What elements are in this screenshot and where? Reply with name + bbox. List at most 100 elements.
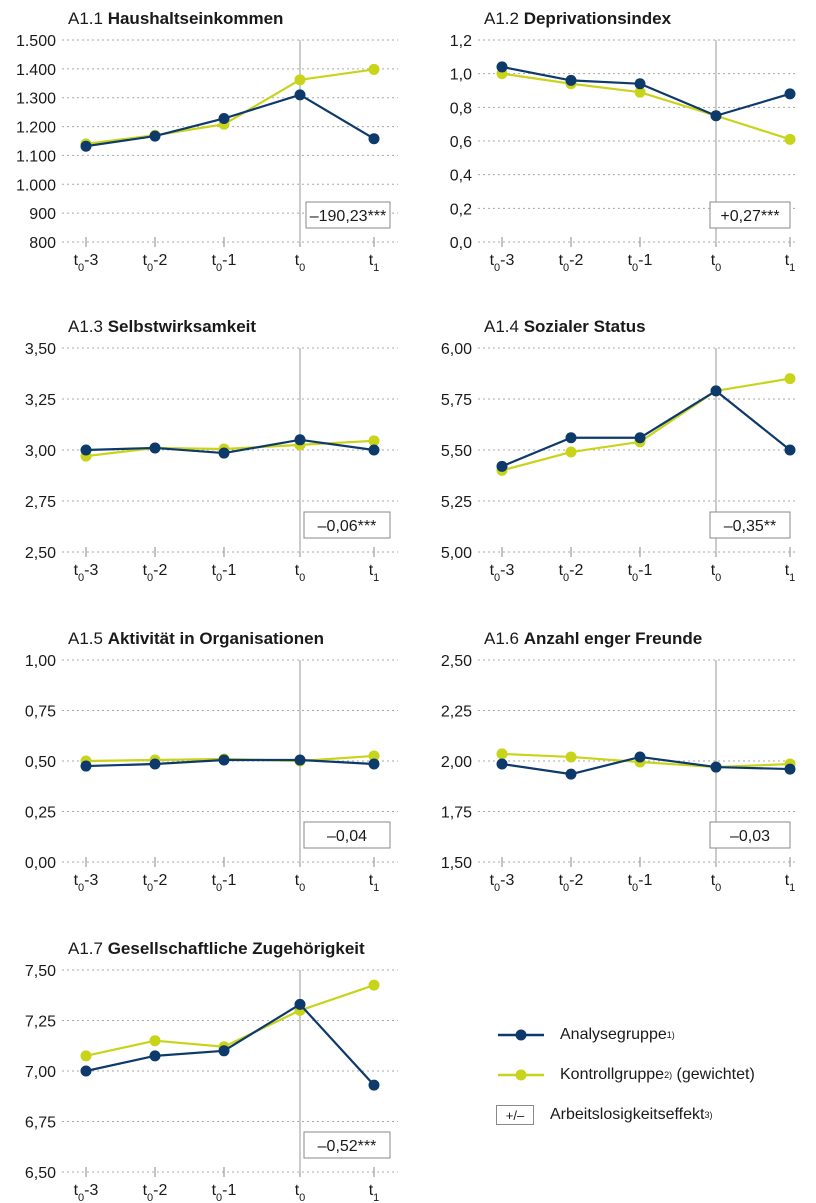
chart-0-analysis-point-0	[80, 140, 92, 152]
chart-3-title-text: Sozialer Status	[524, 317, 646, 336]
chart-3-title-prefix: A1.4	[484, 317, 524, 336]
chart-0-title-text: Haushaltseinkommen	[108, 9, 284, 28]
legend-analysis-label: Analysegruppe	[560, 1026, 667, 1043]
chart-3-effect-value: –0,35**	[724, 518, 777, 535]
chart-4-x-tick-label-4: t1	[369, 872, 380, 894]
chart-6-effect-value: –0,52***	[318, 1138, 377, 1155]
chart-4-effect-box	[303, 821, 391, 849]
chart-5-analysis-point-2	[634, 751, 646, 763]
legend-analysis-marker	[498, 1029, 544, 1041]
chart-0-analysis-point-2	[218, 112, 230, 124]
chart-5-x-tick-label-4: t1	[785, 872, 796, 894]
chart-1-x-tick-label-2: t0-1	[628, 252, 653, 274]
chart-4-x-tick-label-3: t0	[295, 872, 306, 894]
chart-3-y-tick-label-0: 5,00	[441, 545, 472, 562]
chart-4-analysis-point-3	[294, 754, 306, 766]
chart-1-x-tick-label-1: t0-2	[559, 252, 584, 274]
chart-0-title: A1.1 Haushaltseinkommen	[68, 9, 283, 28]
chart-6-control-point-1	[149, 1035, 161, 1047]
chart-6-analysis-point-0	[80, 1065, 92, 1077]
chart-3-control-line	[501, 377, 791, 472]
chart-5-analysis-point-1	[565, 768, 577, 780]
chart-2-title-text: Selbstwirksamkeit	[108, 317, 257, 336]
chart-5-x-tick-label-1: t0-2	[559, 872, 584, 894]
legend-control-label: Kontrollgruppe	[560, 1066, 665, 1083]
chart-5-y-tick-label-3: 2,25	[441, 704, 472, 721]
chart-panel-A1-6: A1.6 Anzahl enger Freunde 1,50 1,75 2,00 2,2…	[441, 629, 798, 894]
chart-6-y-tick-label-2: 7,00	[25, 1064, 56, 1081]
chart-2-x-tick-label-0: t0-3	[74, 562, 99, 584]
chart-3-analysis-point-3	[710, 385, 722, 397]
chart-5-analysis-point-0	[496, 758, 508, 770]
chart-4-title-prefix: A1.5	[68, 629, 108, 648]
chart-5-control-point-1	[565, 751, 577, 763]
legend-analysis-footnote: 1)	[666, 1030, 675, 1040]
chart-4-y-tick-label-0: 0,00	[25, 855, 56, 872]
chart-1-control-point-2	[634, 86, 646, 98]
chart-5-y-tick-label-1: 1,75	[441, 805, 472, 822]
chart-4-x-tick-label-1: t0-2	[143, 872, 168, 894]
chart-2-x-tick-label-4: t1	[369, 562, 380, 584]
chart-0-x-tick-label-4: t1	[369, 252, 380, 274]
chart-0-effect-value: –190,23***	[310, 208, 387, 225]
chart-0-y-tick-label-4: 1.200	[16, 120, 56, 137]
chart-panel-A1-5: A1.5 Aktivität in Organisationen 0,00 0,25…	[25, 629, 398, 894]
chart-4-x-tick-label-0: t0-3	[74, 872, 99, 894]
chart-1-title-text: Deprivationsindex	[524, 9, 672, 28]
chart-6-x-tick-label-2: t0-1	[212, 1182, 237, 1203]
chart-6-analysis-point-3	[294, 998, 306, 1010]
chart-5-control-point-0	[496, 748, 508, 760]
chart-6-y-tick-label-0: 6,50	[25, 1165, 56, 1182]
chart-6-effect-box	[303, 1131, 391, 1159]
chart-6-x-tick-label-4: t1	[369, 1182, 380, 1203]
chart-panel-A1-7: A1.7 Gesellschaftliche Zugehörigkeit 6,50…	[25, 939, 398, 1203]
chart-0-x-tick-label-0: t0-3	[74, 252, 99, 274]
chart-3-analysis-point-0	[496, 460, 508, 472]
chart-0-y-tick-label-1: 900	[29, 206, 56, 223]
chart-1-y-tick-label-2: 0,4	[450, 168, 472, 185]
chart-4-x-tick-label-2: t0-1	[212, 872, 237, 894]
chart-2-x-tick-label-1: t0-2	[143, 562, 168, 584]
chart-3-y-tick-label-2: 5,50	[441, 443, 472, 460]
chart-3-analysis-point-2	[634, 432, 646, 444]
chart-5-title-text: Anzahl enger Freunde	[524, 629, 703, 648]
chart-panel-A1-4: A1.4 Sozialer Status 5,00 5,25 5,50 5,75 6,00…	[441, 317, 798, 584]
chart-3-y-tick-label-1: 5,25	[441, 494, 472, 511]
chart-4-analysis-point-4	[368, 758, 380, 770]
chart-0-y-tick-label-6: 1.400	[16, 62, 56, 79]
chart-1-x-tick-label-0: t0-3	[490, 252, 515, 274]
chart-panel-A1-2: A1.2 Deprivationsindex 0,0 0,2 0,4 0,6 0,8 1,0…	[450, 9, 798, 274]
legend: Analysegruppe 1) Kontrollgruppe 2) (gewich…	[496, 1020, 755, 1140]
chart-5-effect-box	[709, 821, 791, 849]
chart-6-x-tick-label-0: t0-3	[74, 1182, 99, 1203]
chart-6-control-line	[85, 984, 375, 1057]
chart-panel-A1-1: A1.1 Haushaltseinkommen 800 900 1.000 1.100 1…	[16, 9, 398, 274]
chart-3-x-tick-label-4: t1	[785, 562, 796, 584]
chart-5-y-tick-label-2: 2,00	[441, 754, 472, 771]
chart-2-y-tick-label-0: 2,50	[25, 545, 56, 562]
chart-3-y-tick-label-3: 5,75	[441, 392, 472, 409]
chart-3-x-tick-label-2: t0-1	[628, 562, 653, 584]
chart-3-control-point-1	[565, 446, 577, 458]
chart-1-analysis-point-3	[710, 110, 722, 122]
chart-2-control-point-4	[368, 435, 380, 447]
chart-5-title: A1.6 Anzahl enger Freunde	[484, 629, 702, 648]
chart-1-analysis-point-0	[496, 61, 508, 73]
chart-2-title: A1.3 Selbstwirksamkeit	[68, 317, 256, 336]
chart-5-x-tick-label-2: t0-1	[628, 872, 653, 894]
chart-3-title: A1.4 Sozialer Status	[484, 317, 646, 336]
chart-6-analysis-point-2	[218, 1045, 230, 1057]
chart-5-analysis-point-4	[784, 763, 796, 775]
chart-3-x-tick-label-1: t0-2	[559, 562, 584, 584]
chart-3-analysis-line	[501, 389, 791, 468]
chart-4-analysis-point-2	[218, 754, 230, 766]
chart-1-analysis-point-1	[565, 74, 577, 86]
chart-1-effect-box	[709, 201, 791, 229]
chart-0-y-tick-label-2: 1.000	[16, 177, 56, 194]
legend-item-control: Kontrollgruppe 2) (gewichtet)	[496, 1060, 755, 1090]
chart-4-title-text: Aktivität in Organisationen	[108, 629, 324, 648]
chart-6-analysis-point-1	[149, 1050, 161, 1062]
chart-6-y-tick-label-4: 7,50	[25, 963, 56, 980]
chart-1-x-tick-label-3: t0	[711, 252, 722, 274]
